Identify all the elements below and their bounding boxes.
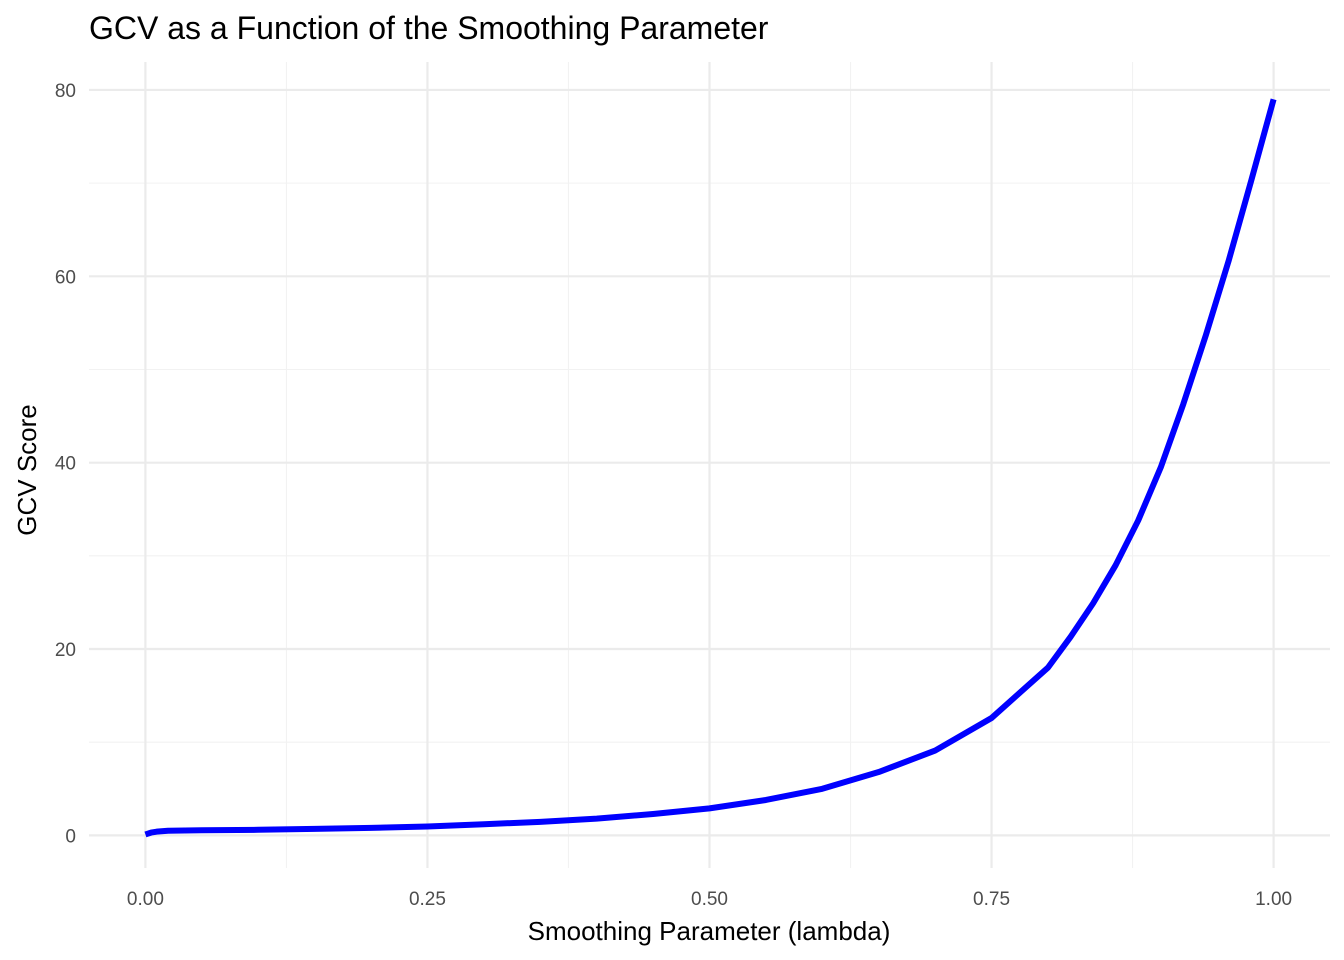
y-tick-label: 60	[55, 267, 76, 288]
x-axis-ticks: 0.00 0.25 0.50 0.75 1.00	[127, 889, 1292, 910]
y-tick-label: 80	[55, 81, 76, 102]
x-tick-label: 0.50	[691, 889, 728, 910]
major-gridlines	[89, 62, 1330, 868]
x-tick-label: 0.00	[127, 889, 164, 910]
y-tick-label: 0	[65, 826, 76, 847]
y-axis-label: GCV Score	[12, 404, 42, 536]
y-tick-label: 40	[55, 454, 76, 475]
x-axis-label: Smoothing Parameter (lambda)	[528, 916, 891, 946]
chart-title: GCV as a Function of the Smoothing Param…	[89, 10, 769, 46]
x-tick-label: 1.00	[1255, 889, 1292, 910]
x-tick-label: 0.75	[973, 889, 1010, 910]
y-tick-label: 20	[55, 640, 76, 661]
x-tick-label: 0.25	[409, 889, 446, 910]
y-axis-ticks: 0 20 40 60 80	[55, 81, 76, 847]
gcv-series-line	[144, 98, 1277, 838]
